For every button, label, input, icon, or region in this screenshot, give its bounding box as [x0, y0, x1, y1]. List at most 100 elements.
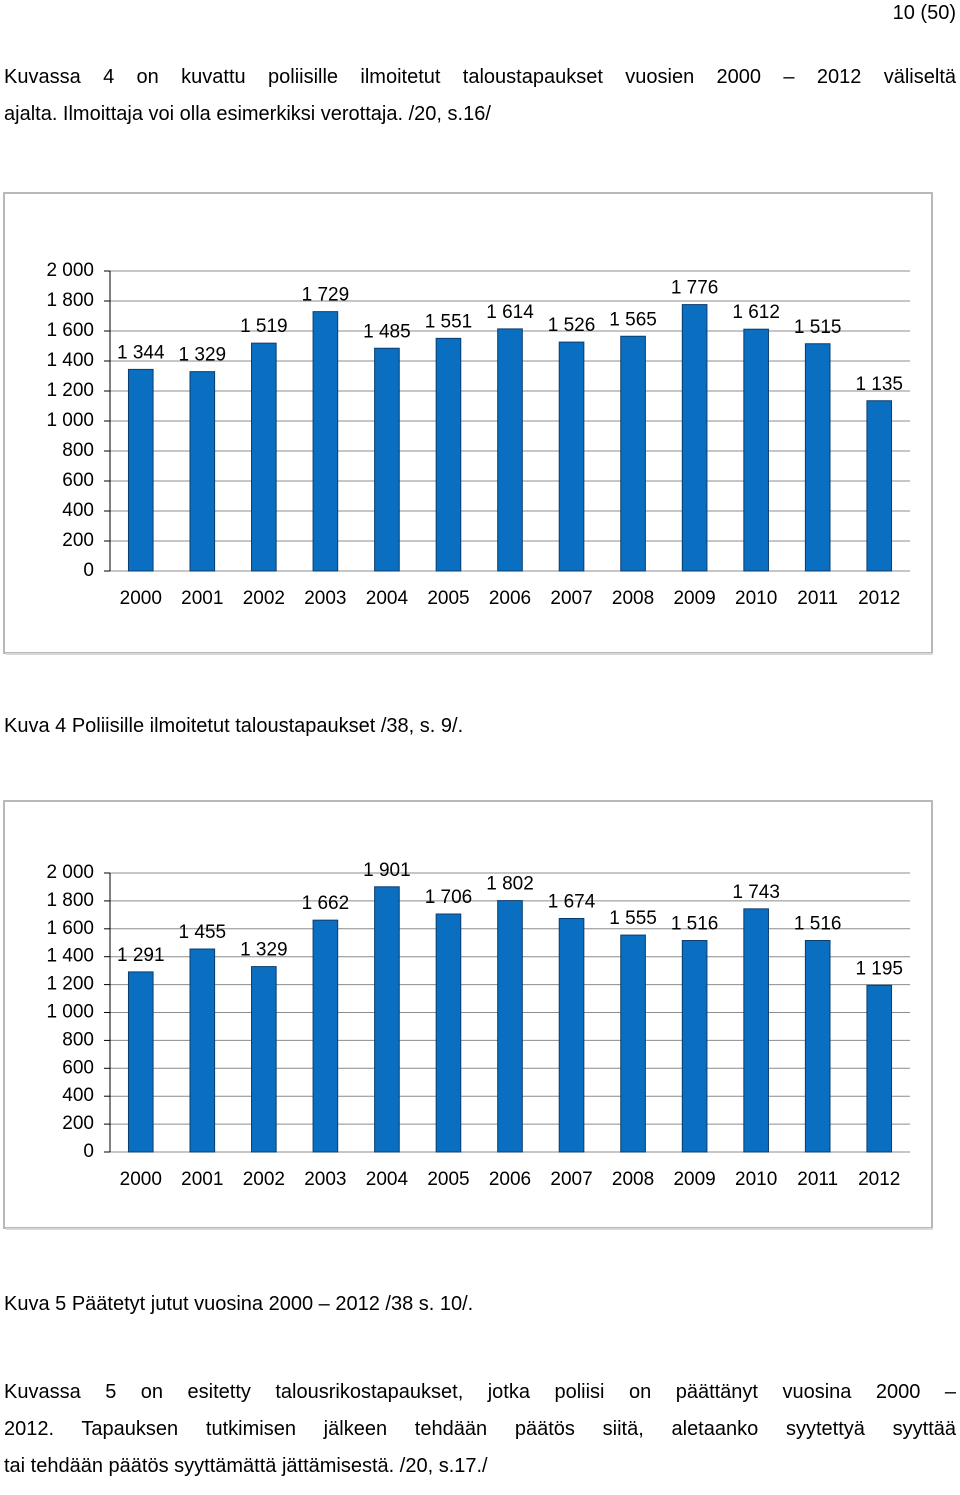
- paragraph: Kuvassa 5 on esitetty talousrikostapauks…: [4, 1374, 956, 1485]
- x-tick-label: 2002: [243, 588, 285, 609]
- y-tick-label: 400: [62, 1085, 94, 1106]
- x-tick-label: 2001: [181, 588, 223, 609]
- value-label: 1 455: [179, 922, 227, 943]
- value-label: 1 612: [732, 302, 780, 323]
- text-line: Kuvassa 5 on esitetty talousrikostapauks…: [4, 1381, 956, 1403]
- x-tick-label: 2002: [243, 1169, 285, 1190]
- y-tick-label: 600: [62, 1057, 94, 1078]
- y-tick-label: 1 800: [46, 890, 94, 911]
- bar: [189, 371, 216, 572]
- x-tick-label: 2001: [181, 1169, 223, 1190]
- bar: [743, 328, 769, 572]
- bar: [251, 966, 277, 1153]
- y-tick-label: 0: [83, 560, 94, 581]
- y-tick-label: 1 600: [46, 918, 94, 939]
- y-tick-label: 1 800: [46, 290, 94, 311]
- x-tick-label: 2007: [550, 588, 592, 609]
- value-label: 1 551: [425, 311, 473, 332]
- value-label: 1 344: [117, 342, 165, 363]
- value-label: 1 515: [794, 317, 842, 338]
- value-label: 1 195: [855, 958, 903, 979]
- bar: [804, 343, 831, 572]
- chart: 0 200 400 600 800 1 000 1 200 1 400 1 600 1 800 2 …: [3, 192, 933, 655]
- x-tick-label: 2005: [427, 588, 469, 609]
- bar: [558, 917, 585, 1153]
- value-label: 1 776: [671, 278, 719, 299]
- x-tick-label: 2010: [735, 1169, 777, 1190]
- x-tick-label: 2012: [858, 588, 900, 609]
- y-tick-label: 600: [62, 470, 94, 491]
- value-label: 1 662: [302, 893, 350, 914]
- value-label: 1 901: [363, 860, 411, 881]
- value-label: 1 729: [302, 285, 350, 306]
- bar: [620, 335, 646, 572]
- value-label: 1 743: [732, 882, 780, 903]
- bar: [620, 934, 646, 1153]
- bar: [866, 400, 893, 572]
- y-tick-label: 1 400: [46, 350, 94, 371]
- bar: [435, 337, 462, 572]
- text-line: Kuvassa 4 on kuvattu poliisille ilmoitet…: [4, 66, 956, 88]
- bar: [127, 971, 154, 1153]
- paragraph: Kuvassa 4 on kuvattu poliisille ilmoitet…: [4, 59, 956, 133]
- y-tick-label: 0: [83, 1141, 94, 1162]
- y-tick-label: 400: [62, 500, 94, 521]
- x-tick-label: 2003: [304, 1169, 346, 1190]
- y-tick-label: 800: [62, 440, 94, 461]
- text-line: 2012. Tapauksen tutkimisen jälkeen tehdä…: [4, 1418, 956, 1440]
- bar: [189, 948, 216, 1153]
- value-label: 1 706: [425, 887, 473, 908]
- x-tick-label: 2012: [858, 1169, 900, 1190]
- chart-frame: [3, 192, 933, 654]
- value-label: 1 135: [855, 374, 903, 395]
- value-label: 1 516: [671, 914, 719, 935]
- x-tick-label: 2003: [304, 588, 346, 609]
- value-label: 1 614: [486, 302, 534, 323]
- caption: Kuva 5 Päätetyt jutut vuosina 2000 – 201…: [4, 1293, 474, 1315]
- value-label: 1 485: [363, 321, 411, 342]
- bar: [804, 940, 831, 1153]
- x-tick-label: 2004: [366, 588, 409, 609]
- x-tick-label: 2009: [673, 1169, 715, 1190]
- bar: [497, 900, 523, 1153]
- y-tick-label: 1 200: [46, 380, 94, 401]
- text-line: tai tehdään päätös syyttämättä jättämise…: [4, 1455, 488, 1477]
- bar: [374, 886, 400, 1153]
- bar: [681, 940, 708, 1153]
- chart: 0 200 400 600 800 1 000 1 200 1 400 1 600 1 800 2 …: [3, 800, 933, 1230]
- y-tick-label: 1 000: [46, 410, 94, 431]
- bar: [312, 919, 339, 1153]
- bar: [312, 311, 339, 572]
- x-tick-label: 2010: [735, 588, 777, 609]
- y-tick-label: 1 600: [46, 320, 94, 341]
- value-label: 1 329: [179, 345, 227, 366]
- bar: [435, 913, 462, 1153]
- bar: [251, 342, 277, 572]
- bar: [127, 368, 154, 572]
- bar: [497, 328, 523, 572]
- value-label: 1 565: [609, 309, 657, 330]
- x-tick-label: 2011: [797, 588, 838, 609]
- value-label: 1 674: [548, 891, 596, 912]
- caption: Kuva 4 Poliisille ilmoitetut taloustapau…: [4, 715, 464, 737]
- y-tick-label: 1 200: [46, 974, 94, 995]
- x-tick-label: 2006: [489, 1169, 531, 1190]
- x-tick-label: 2008: [612, 588, 654, 609]
- x-tick-label: 2007: [550, 1169, 592, 1190]
- value-label: 1 291: [117, 945, 165, 966]
- x-tick-label: 2000: [120, 588, 162, 609]
- y-tick-label: 800: [62, 1029, 94, 1050]
- x-tick-label: 2009: [673, 588, 715, 609]
- x-tick-label: 2011: [797, 1169, 838, 1190]
- bar: [866, 984, 893, 1153]
- x-tick-label: 2008: [612, 1169, 654, 1190]
- bar: [374, 347, 400, 572]
- bar: [558, 341, 585, 572]
- y-tick-label: 200: [62, 530, 94, 551]
- bar: [743, 908, 769, 1153]
- value-label: 1 802: [486, 874, 534, 895]
- page-number: 10 (50): [892, 2, 956, 24]
- value-label: 1 526: [548, 315, 596, 336]
- value-label: 1 519: [240, 316, 288, 337]
